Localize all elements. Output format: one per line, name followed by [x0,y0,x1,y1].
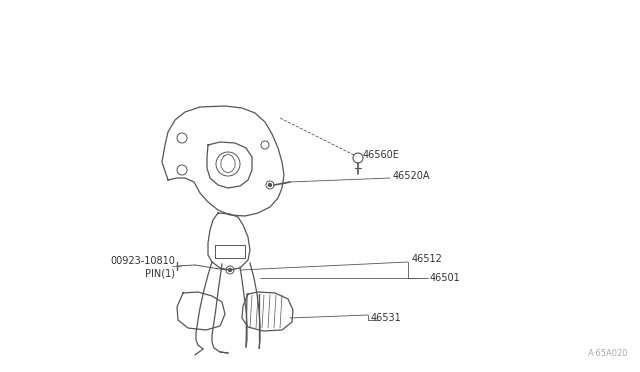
Circle shape [269,183,271,186]
Text: 46512: 46512 [412,254,443,264]
Text: 46520A: 46520A [393,171,431,181]
Text: 46531: 46531 [371,313,402,323]
Text: 46560E: 46560E [363,150,400,160]
Text: 00923-10810: 00923-10810 [110,256,175,266]
Circle shape [228,269,232,272]
Text: 46501: 46501 [430,273,461,283]
Text: A·65A020: A·65A020 [588,349,628,358]
Text: PIN(1): PIN(1) [145,269,175,279]
